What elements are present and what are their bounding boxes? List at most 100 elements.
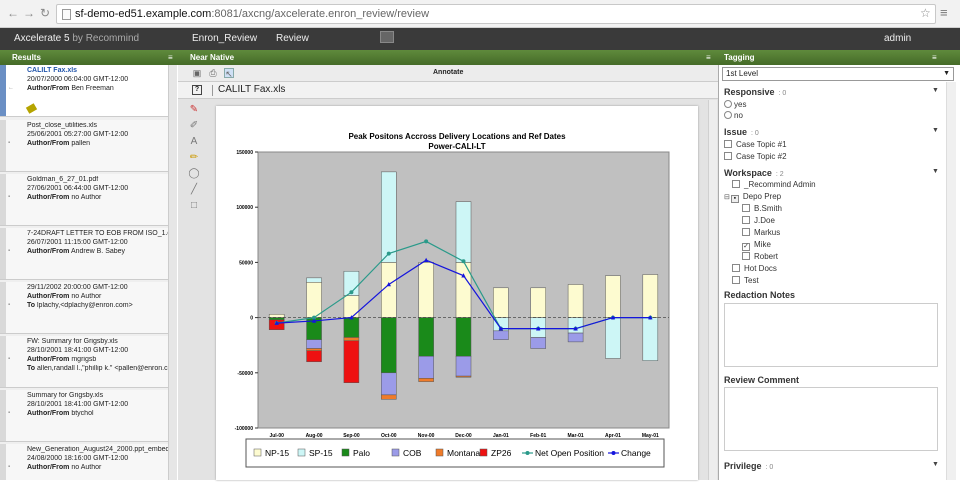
redact-icon[interactable]: ✎: [189, 104, 199, 115]
viewer-scrollbar[interactable]: [708, 100, 717, 480]
browser-menu-icon[interactable]: ≡: [940, 5, 948, 20]
responsive-no[interactable]: no: [724, 111, 743, 120]
ws-hot-docs[interactable]: Hot Docs: [732, 264, 777, 273]
help-icon[interactable]: ?: [192, 85, 202, 95]
issue-topic-1[interactable]: Case Topic #1: [724, 140, 787, 149]
responsive-section[interactable]: Responsive: 0 ▼: [724, 87, 939, 97]
author-label: Author/From: [27, 140, 70, 147]
checkbox[interactable]: [724, 152, 732, 160]
result-author-line: Author/From no Author: [27, 194, 175, 201]
privilege-section[interactable]: Privilege: 0 ▼: [724, 461, 939, 471]
legend-label-zp26: ZP26: [491, 448, 512, 458]
ws-bsmith[interactable]: B.Smith: [742, 204, 782, 213]
rectangle-icon[interactable]: □: [190, 200, 198, 211]
issue-chevron-icon[interactable]: ▼: [932, 127, 939, 134]
forward-icon[interactable]: →: [23, 6, 35, 20]
result-item[interactable]: ▪ New_Generation_August24_2000.ppt_embedd…: [0, 444, 176, 480]
point-change: [536, 326, 541, 331]
review-comment-input[interactable]: [724, 387, 938, 451]
x-tick-label: Apr-01: [605, 433, 621, 439]
author-label: Author/From: [27, 464, 70, 471]
tagging-panel-menu-icon[interactable]: ≡: [932, 53, 937, 62]
ws-markus[interactable]: Markus: [742, 228, 780, 237]
workspace-section[interactable]: Workspace: 2 ▼: [724, 168, 939, 178]
ws-jdoe[interactable]: J.Doe: [742, 216, 775, 225]
ws-recommind-admin[interactable]: _Recommind Admin: [732, 180, 816, 189]
user-menu[interactable]: admin: [884, 33, 912, 44]
legend-label-sp-15: SP-15: [309, 448, 333, 458]
bar-np-15: [567, 284, 584, 318]
checkbox[interactable]: [742, 216, 750, 224]
radio-no[interactable]: [724, 111, 732, 119]
result-author-line: Author/From no Author: [27, 293, 175, 300]
result-item[interactable]: ▪ Post_close_utilities.xls 25/06/2001 05:2…: [0, 120, 176, 172]
text-icon[interactable]: A: [190, 136, 198, 147]
x-tick-label: Sep-00: [343, 433, 360, 439]
checkbox[interactable]: [724, 140, 732, 148]
print-icon[interactable]: ⎙: [209, 68, 217, 78]
brand-by: by Recommind: [72, 33, 140, 44]
ws-depo-prep[interactable]: ⊟ ▪ Depo Prep: [724, 192, 781, 203]
result-title: Goldman_6_27_01.pdf: [27, 176, 99, 183]
y-tick-label: -50000: [237, 371, 253, 377]
highlighter-icon[interactable]: ✏: [189, 152, 199, 163]
author-value: no Author: [71, 464, 102, 471]
bar-cob: [530, 337, 546, 349]
result-item[interactable]: ▪ FW: Summary for Grigsby.xls 28/10/2001 1…: [0, 336, 176, 388]
result-item[interactable]: ▪ 29/11/2002 20:00:00 GMT-12:00 Author/Fro…: [0, 282, 176, 334]
bookmark-star-icon[interactable]: ☆: [920, 6, 931, 20]
ellipse-icon[interactable]: ◯: [188, 168, 200, 179]
ws-test[interactable]: Test: [732, 276, 759, 285]
reload-icon[interactable]: ↻: [39, 6, 51, 20]
ws-mike[interactable]: ✓ Mike: [742, 240, 771, 251]
result-item[interactable]: ▪ Summary for Grigsby.xls 28/10/2001 18:41…: [0, 390, 176, 442]
issue-section[interactable]: Issue: 0 ▼: [724, 127, 939, 137]
responsive-chevron-icon[interactable]: ▼: [932, 87, 939, 94]
privilege-label: Privilege: [724, 461, 762, 471]
checkbox[interactable]: [732, 276, 740, 284]
save-icon[interactable]: ▣: [192, 68, 202, 78]
result-date: 25/06/2001 05:27:00 GMT-12:00: [27, 131, 129, 138]
responsive-yes[interactable]: yes: [724, 100, 746, 109]
checkbox[interactable]: [732, 180, 740, 188]
author-label: Author/From: [27, 410, 70, 417]
tab-review[interactable]: Review: [276, 33, 309, 44]
checkbox[interactable]: [742, 228, 750, 236]
native-panel-menu-icon[interactable]: ≡: [706, 53, 711, 62]
x-tick-label: Mar-01: [568, 433, 584, 439]
redaction-notes-input[interactable]: [724, 303, 938, 367]
tab-enron-review[interactable]: Enron_Review: [192, 33, 258, 44]
line-icon[interactable]: ╱: [190, 184, 198, 195]
result-marker: ←: [8, 85, 14, 91]
bar-zp26: [343, 340, 360, 383]
legend-swatch-zp26: [479, 448, 488, 457]
workspace-chevron-icon[interactable]: ▼: [932, 168, 939, 175]
ws-robert[interactable]: Robert: [742, 252, 778, 261]
checkbox-checked[interactable]: ✓: [742, 243, 750, 251]
collapse-icon[interactable]: ⊟: [724, 194, 730, 201]
radio-yes[interactable]: [724, 100, 732, 108]
title-divider: [212, 85, 213, 96]
back-icon[interactable]: ←: [7, 6, 19, 20]
result-item[interactable]: ← CALILT Fax.xls 20/07/2000 06:04:00 GMT-1…: [0, 65, 176, 117]
pointer-icon[interactable]: ↖: [224, 68, 234, 79]
checkbox[interactable]: [742, 252, 750, 260]
results-scrollbar[interactable]: [168, 65, 177, 480]
pen-icon[interactable]: ✐: [189, 120, 199, 131]
results-panel-menu-icon[interactable]: ≡: [168, 53, 173, 62]
result-marker: ▪: [8, 464, 11, 470]
privilege-chevron-icon[interactable]: ▼: [932, 461, 939, 468]
checkbox-partial[interactable]: ▪: [730, 195, 739, 203]
y-tick-label: 100000: [236, 205, 253, 211]
result-item[interactable]: ▪ 7-24DRAFT LETTER TO EOB FROM ISO_1.doc 2…: [0, 228, 176, 280]
result-item[interactable]: ▪ Goldman_6_27_01.pdf 27/06/2001 06:44:00 …: [0, 174, 176, 226]
issue-topic-2[interactable]: Case Topic #2: [724, 152, 787, 161]
checkbox[interactable]: [742, 204, 750, 212]
page-icon: [62, 9, 71, 20]
layout-icon[interactable]: [380, 31, 394, 43]
level-select[interactable]: 1st Level ▼: [722, 67, 954, 81]
result-author-line: Author/From Andrew B. Sabey: [27, 248, 175, 255]
checkbox[interactable]: [732, 264, 740, 272]
url-bar[interactable]: sf-demo-ed51.example.com:8081/axcng/axce…: [56, 4, 936, 24]
tagging-scrollbar[interactable]: [946, 82, 956, 480]
